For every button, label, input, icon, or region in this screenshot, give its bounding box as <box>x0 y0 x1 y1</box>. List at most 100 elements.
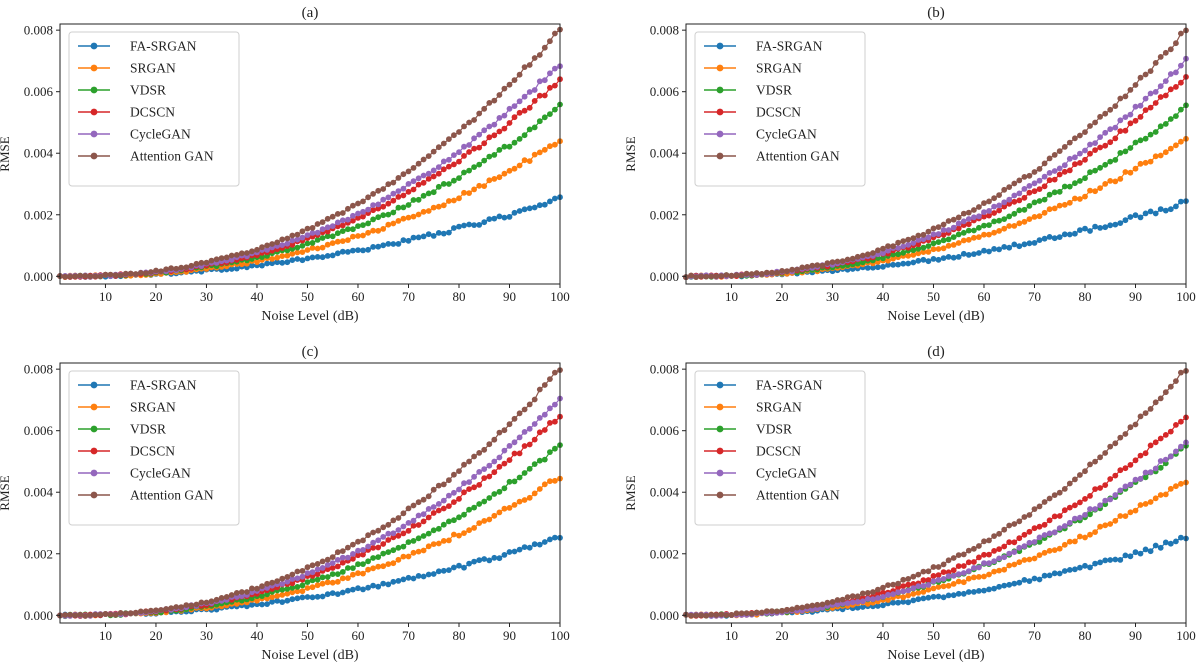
data-point <box>299 257 306 264</box>
data-point <box>981 560 987 566</box>
data-point <box>991 195 997 202</box>
data-point <box>1132 117 1139 124</box>
data-point <box>1036 198 1043 204</box>
data-point <box>1157 152 1164 159</box>
data-point <box>451 517 457 524</box>
legend-item: VDSR <box>78 422 166 437</box>
data-point <box>430 541 437 547</box>
data-point <box>758 609 765 616</box>
data-point <box>541 456 548 463</box>
data-point <box>370 539 376 546</box>
data-point <box>324 228 331 235</box>
data-point <box>451 225 457 231</box>
data-point <box>1001 582 1008 589</box>
data-point <box>264 247 270 253</box>
data-point <box>960 250 967 257</box>
data-point <box>1072 195 1078 202</box>
data-point <box>334 578 341 585</box>
data-point <box>940 231 947 238</box>
data-point <box>1107 106 1114 113</box>
data-point <box>940 583 947 590</box>
data-point <box>1082 156 1088 163</box>
data-point <box>355 552 361 559</box>
data-point <box>516 208 523 214</box>
data-point <box>314 561 321 567</box>
data-point <box>1117 220 1124 227</box>
data-point <box>345 237 351 244</box>
chart-panel-c: (c)10 20 30 40 50 60 70 80 90 1000.0000.0020.0040… <box>0 344 570 663</box>
data-point <box>1021 577 1028 583</box>
data-point <box>536 486 543 492</box>
data-point <box>435 230 442 236</box>
legend-item: DCSCN <box>78 105 175 120</box>
data-point <box>1117 150 1124 156</box>
data-point <box>1046 234 1053 240</box>
data-point <box>1157 54 1164 60</box>
x-tick-label: 100 <box>1176 289 1196 304</box>
data-point <box>339 228 346 235</box>
data-point <box>1162 432 1169 438</box>
data-point <box>870 589 876 595</box>
data-point <box>915 250 922 257</box>
data-point <box>1026 216 1033 223</box>
data-point <box>885 597 891 603</box>
data-point <box>350 571 356 578</box>
data-point <box>461 564 467 571</box>
data-point <box>390 190 397 197</box>
data-point <box>430 204 437 211</box>
data-point <box>895 261 901 268</box>
data-point <box>1157 94 1164 100</box>
data-point <box>471 117 477 123</box>
data-point <box>748 271 755 277</box>
data-point <box>198 599 205 606</box>
data-point <box>531 151 538 158</box>
data-point <box>385 211 392 218</box>
data-point <box>1021 174 1028 180</box>
data-point <box>915 232 922 239</box>
data-point <box>350 551 356 557</box>
data-point <box>824 260 831 266</box>
data-point <box>456 223 462 230</box>
data-point <box>279 592 286 598</box>
data-point <box>834 597 841 603</box>
data-point <box>1006 562 1013 569</box>
data-point <box>410 575 417 582</box>
data-point <box>365 532 371 539</box>
data-point <box>890 581 896 588</box>
data-point <box>72 612 79 619</box>
data-point <box>314 566 321 573</box>
data-point <box>163 606 170 612</box>
legend-label: DCSCN <box>130 105 175 120</box>
data-point <box>304 247 311 253</box>
data-point <box>481 518 488 524</box>
data-point <box>1102 181 1109 187</box>
data-point <box>420 496 427 503</box>
data-point <box>1036 576 1043 583</box>
data-point <box>1127 145 1134 151</box>
data-point <box>1041 235 1048 242</box>
data-point <box>910 597 917 604</box>
data-point <box>950 242 957 248</box>
data-point <box>1036 166 1043 172</box>
data-point <box>925 258 932 265</box>
data-point <box>1031 169 1038 175</box>
x-tick-label: 40 <box>250 628 263 643</box>
data-point <box>769 608 775 614</box>
legend-label: DCSCN <box>130 444 175 459</box>
data-point <box>264 580 270 587</box>
data-point <box>1092 529 1098 535</box>
data-point <box>905 576 912 582</box>
data-point <box>547 84 553 91</box>
data-point <box>309 225 316 231</box>
data-point <box>294 595 301 602</box>
data-point <box>930 573 937 579</box>
data-point <box>345 249 351 255</box>
data-point <box>733 272 740 278</box>
data-point <box>1001 186 1008 193</box>
data-point <box>87 273 94 280</box>
data-point <box>360 222 366 229</box>
data-point <box>435 501 442 507</box>
data-point <box>547 70 553 77</box>
x-tick-label: 90 <box>503 289 516 304</box>
data-point <box>345 587 351 594</box>
